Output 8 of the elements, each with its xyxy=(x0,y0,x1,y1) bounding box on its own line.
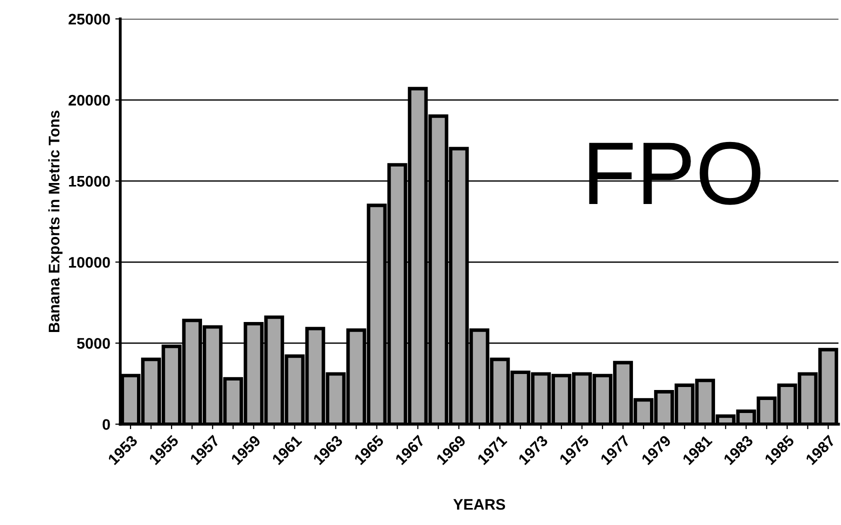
y-tick-label: 25000 xyxy=(68,14,110,25)
x-axis-title: YEARS xyxy=(453,498,506,510)
y-tick-label: 0 xyxy=(102,419,110,430)
y-tick-label: 15000 xyxy=(69,176,110,187)
y-tick-label: 20000 xyxy=(68,94,110,106)
y-tick-label: 5000 xyxy=(77,338,110,349)
y-tick-label: 10000 xyxy=(69,256,110,268)
y-axis-title: Banana Exports in Metric Tons xyxy=(48,110,63,332)
